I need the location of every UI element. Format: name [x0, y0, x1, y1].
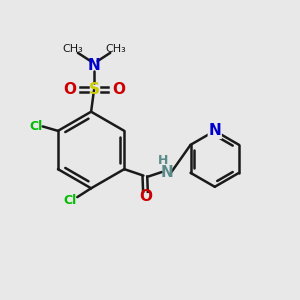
Text: N: N [160, 165, 173, 180]
Text: Cl: Cl [64, 194, 77, 207]
Text: N: N [208, 123, 221, 138]
Text: S: S [88, 82, 100, 97]
Text: H: H [158, 154, 169, 167]
Text: CH₃: CH₃ [105, 44, 126, 54]
Text: N: N [88, 58, 100, 73]
Text: O: O [63, 82, 76, 97]
Text: O: O [112, 82, 125, 97]
Text: CH₃: CH₃ [62, 44, 83, 54]
Text: O: O [139, 189, 152, 204]
Text: Cl: Cl [29, 120, 43, 133]
